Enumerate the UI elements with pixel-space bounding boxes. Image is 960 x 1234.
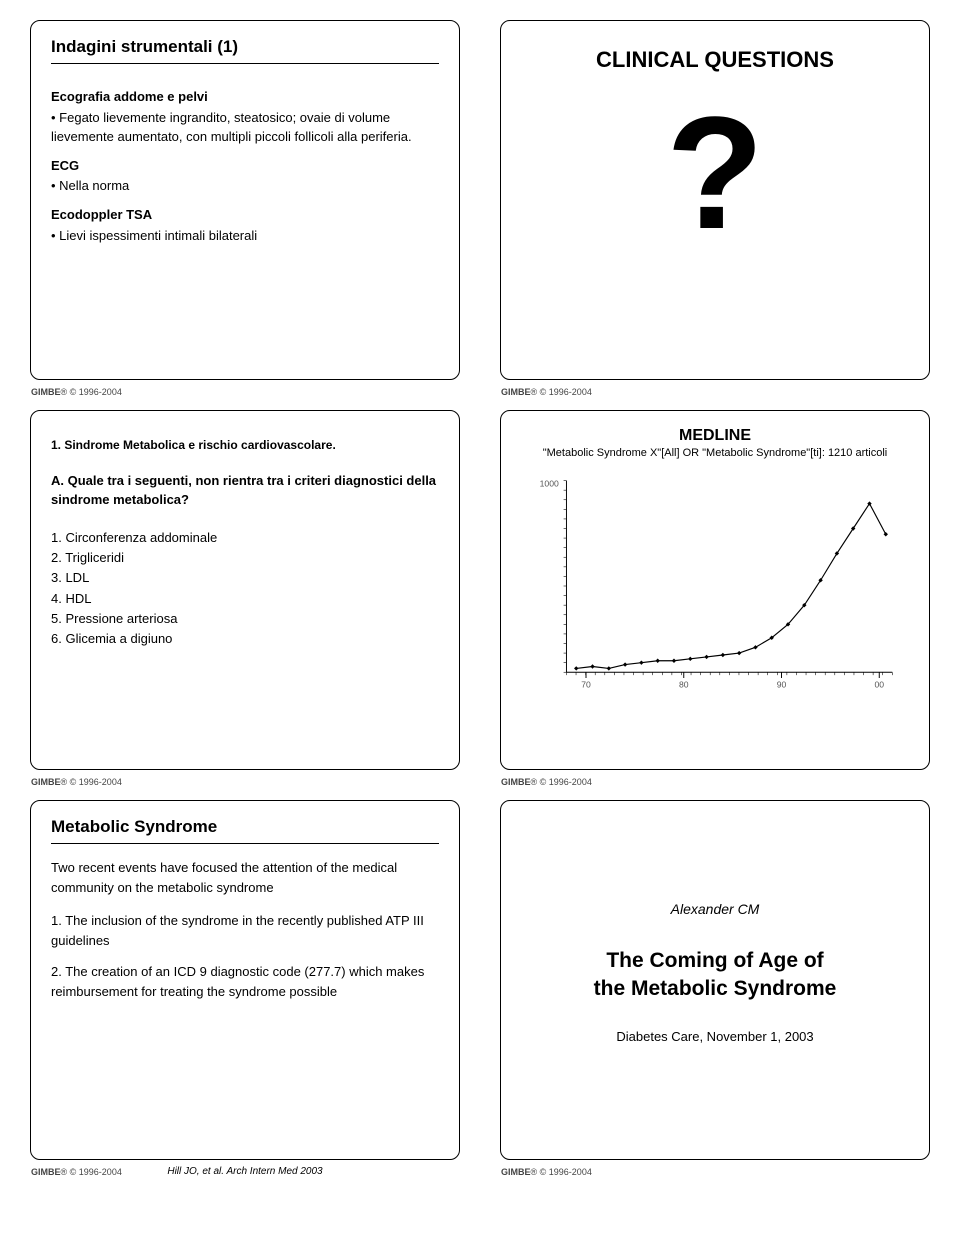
footer-brand: GIMBE bbox=[31, 387, 61, 397]
svg-text:80: 80 bbox=[679, 680, 689, 690]
footer-brand: GIMBE bbox=[501, 1167, 531, 1177]
slide-question-criteri: 1. Sindrome Metabolica e rischio cardiov… bbox=[30, 410, 460, 770]
list-item: 1. The inclusion of the syndrome in the … bbox=[51, 911, 439, 950]
footer-copy: © 1996-2004 bbox=[540, 777, 592, 787]
footer-copy: © 1996-2004 bbox=[540, 387, 592, 397]
slide-body: 1. Sindrome Metabolica e rischio cardiov… bbox=[51, 427, 439, 739]
option-item: 1. Circonferenza addominale bbox=[51, 528, 439, 548]
option-item: 6. Glicemia a digiuno bbox=[51, 629, 439, 649]
slide-metabolic-syndrome: Metabolic Syndrome Two recent events hav… bbox=[30, 800, 460, 1160]
intro-text: Two recent events have focused the atten… bbox=[51, 858, 439, 897]
journal-ref: Diabetes Care, November 1, 2003 bbox=[616, 1028, 813, 1047]
question-text: A. Quale tra i seguenti, non rientra tra… bbox=[51, 472, 439, 510]
slide-grid: Indagini strumentali (1) Ecografia addom… bbox=[30, 20, 930, 1160]
medline-query: "Metabolic Syndrome X"[All] OR "Metaboli… bbox=[521, 447, 909, 459]
slide-title: Indagini strumentali (1) bbox=[51, 37, 439, 64]
question-mark-icon: ? bbox=[521, 93, 909, 253]
slide-footer: GIMBE® © 1996-2004 bbox=[31, 777, 122, 787]
footer-copy: © 1996-2004 bbox=[70, 777, 122, 787]
sec-text-ecodoppler: Lievi ispessimenti intimali bilaterali bbox=[51, 227, 439, 246]
svg-text:00: 00 bbox=[874, 680, 884, 690]
svg-text:90: 90 bbox=[777, 680, 787, 690]
sec-head-ecografia: Ecografia addome e pelvi bbox=[51, 88, 439, 107]
option-item: 4. HDL bbox=[51, 589, 439, 609]
footer-brand: GIMBE bbox=[31, 777, 61, 787]
slide-body: Two recent events have focused the atten… bbox=[51, 858, 439, 1129]
footer-brand: GIMBE bbox=[501, 777, 531, 787]
slide-medline-chart: MEDLINE "Metabolic Syndrome X"[All] OR "… bbox=[500, 410, 930, 770]
svg-text:1000: 1000 bbox=[540, 478, 559, 488]
footer-brand: GIMBE bbox=[501, 387, 531, 397]
option-list: 1. Circonferenza addominale 2. Triglicer… bbox=[51, 528, 439, 649]
list-item: 2. The creation of an ICD 9 diagnostic c… bbox=[51, 962, 439, 1001]
option-item: 3. LDL bbox=[51, 568, 439, 588]
slide-footer: GIMBE® © 1996-2004 bbox=[501, 1167, 592, 1177]
paper-title: The Coming of Age of the Metabolic Syndr… bbox=[594, 947, 837, 1002]
option-item: 2. Trigliceridi bbox=[51, 548, 439, 568]
sec-text-ecg: Nella norma bbox=[51, 177, 439, 196]
citation: Hill JO, et al. Arch Intern Med 2003 bbox=[31, 1166, 459, 1177]
title-line: the Metabolic Syndrome bbox=[594, 977, 837, 1000]
author-name: Alexander CM bbox=[671, 899, 760, 919]
medline-title: MEDLINE bbox=[521, 427, 909, 445]
slide-title: Metabolic Syndrome bbox=[51, 817, 439, 844]
footer-copy: © 1996-2004 bbox=[540, 1167, 592, 1177]
slide-clinical-questions: CLINICAL QUESTIONS ? GIMBE® © 1996-2004 bbox=[500, 20, 930, 380]
footer-copy: © 1996-2004 bbox=[70, 387, 122, 397]
cq-title: CLINICAL QUESTIONS bbox=[521, 47, 909, 73]
slide-indagini: Indagini strumentali (1) Ecografia addom… bbox=[30, 20, 460, 380]
slide-body: Ecografia addome e pelvi Fegato lievemen… bbox=[51, 78, 439, 349]
question-topic: 1. Sindrome Metabolica e rischio cardiov… bbox=[51, 437, 439, 454]
sec-head-ecodoppler: Ecodoppler TSA bbox=[51, 206, 439, 225]
sec-text-ecografia: Fegato lievemente ingrandito, steatosico… bbox=[51, 109, 439, 147]
slide-footer: GIMBE® © 1996-2004 bbox=[501, 387, 592, 397]
slide-coming-of-age: Alexander CM The Coming of Age of the Me… bbox=[500, 800, 930, 1160]
line-chart: 1000 70 80 90 00 bbox=[521, 471, 909, 701]
slide-footer: GIMBE® © 1996-2004 bbox=[501, 777, 592, 787]
sec-head-ecg: ECG bbox=[51, 157, 439, 176]
slide-footer: GIMBE® © 1996-2004 bbox=[31, 387, 122, 397]
option-item: 5. Pressione arteriosa bbox=[51, 609, 439, 629]
svg-text:70: 70 bbox=[581, 680, 591, 690]
slide-body: Alexander CM The Coming of Age of the Me… bbox=[521, 817, 909, 1129]
title-line: The Coming of Age of bbox=[606, 949, 823, 972]
